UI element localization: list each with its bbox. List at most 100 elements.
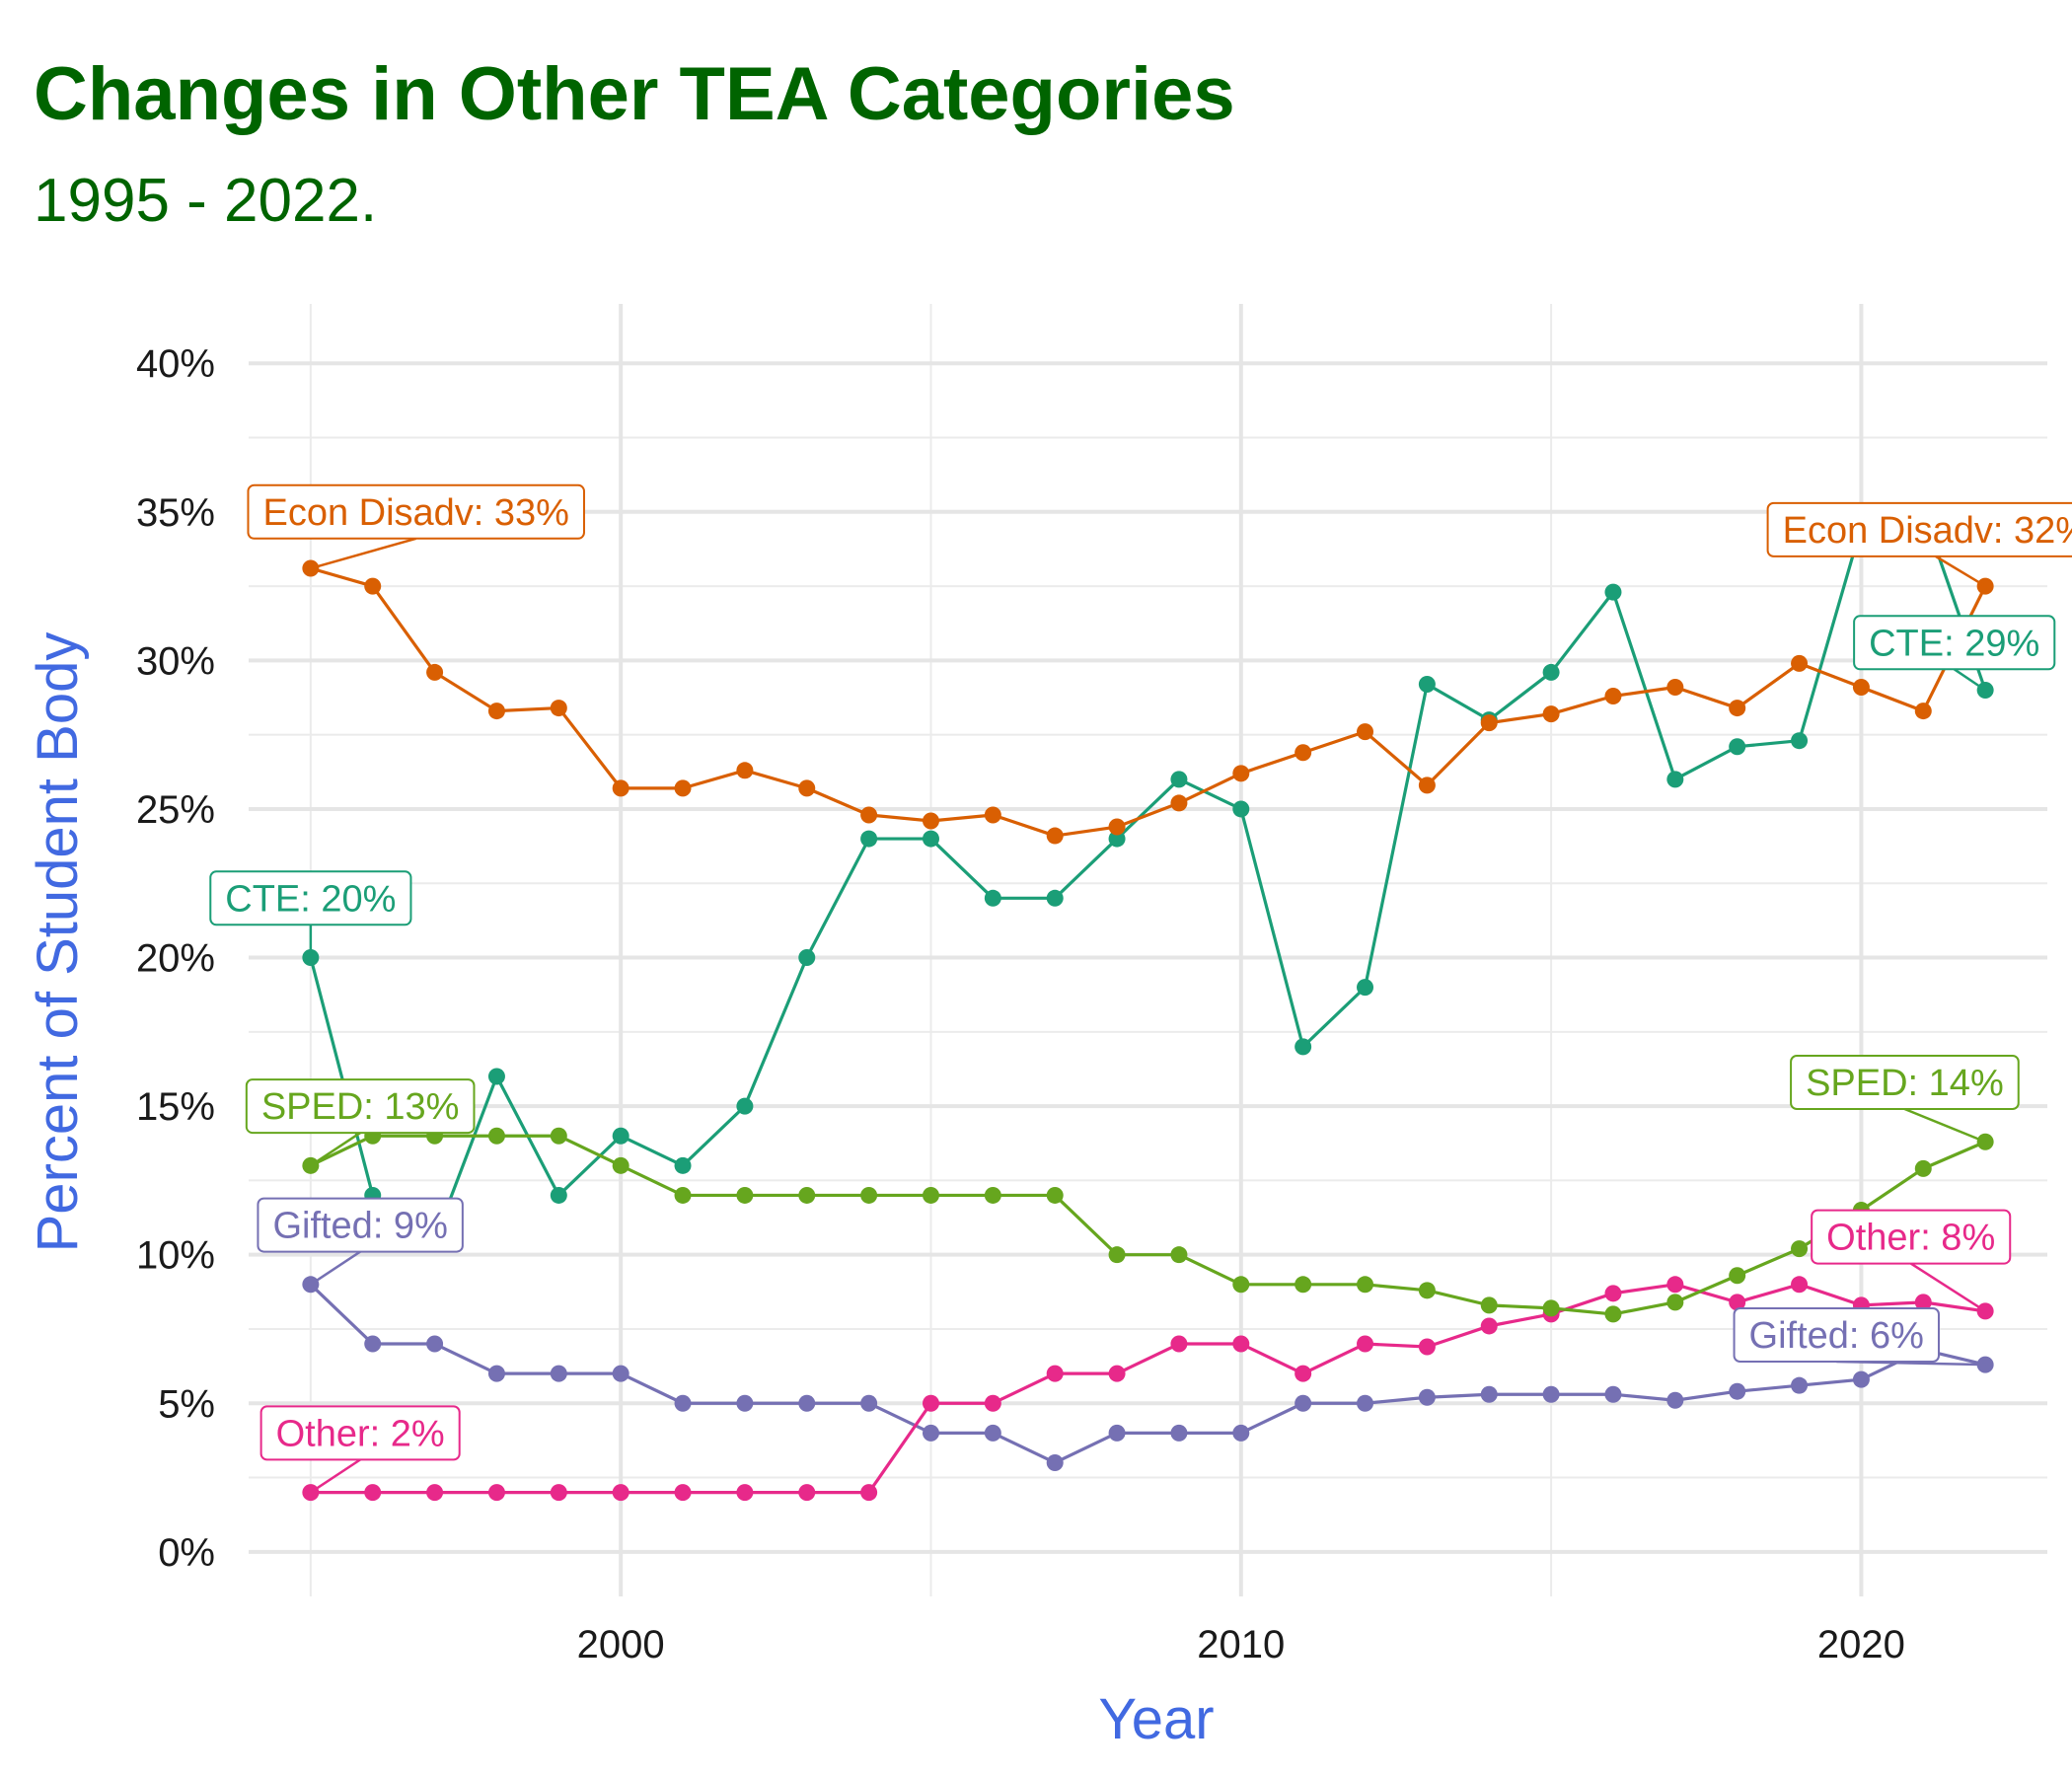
data-point (1791, 1240, 1809, 1258)
data-point (1418, 777, 1436, 794)
series-labels: CTE: 20% CTE: 29% Econ Disadv: 33% Econ Dis… (209, 483, 2072, 1494)
data-point (798, 779, 816, 797)
data-point (1542, 1385, 1560, 1403)
data-point (426, 1484, 444, 1502)
data-point (550, 1484, 567, 1502)
data-point (1046, 1365, 1064, 1382)
series-econ (302, 559, 1994, 845)
y-tick-label: 5% (158, 1382, 215, 1426)
data-point (364, 1335, 382, 1353)
data-point (1480, 1317, 1498, 1335)
data-point (1295, 1394, 1312, 1412)
series-label-box (257, 1197, 464, 1253)
data-point (1604, 1385, 1622, 1403)
data-point (736, 1097, 754, 1115)
data-point (1852, 1370, 1870, 1388)
data-point (1604, 1285, 1622, 1302)
y-tick-label: 35% (136, 491, 215, 535)
series-label-text: CTE: 20% (225, 878, 396, 920)
data-point (736, 1394, 754, 1412)
data-point (612, 1365, 629, 1382)
series-label-box (1811, 1209, 2012, 1265)
data-point (1357, 1394, 1374, 1412)
series-line (310, 566, 1987, 838)
data-point (1295, 1038, 1312, 1056)
data-point (922, 830, 939, 848)
series-label-box (1790, 1055, 2020, 1111)
label-gifted-start: Gifted: 9% (257, 1197, 464, 1253)
data-point (1666, 678, 1684, 696)
data-point (1232, 1335, 1250, 1353)
series-label-box (259, 1405, 461, 1461)
data-point (1170, 1335, 1188, 1353)
series-label-text: SPED: 13% (261, 1086, 460, 1128)
data-point (550, 700, 567, 717)
series-line (310, 1283, 1986, 1495)
data-point (1791, 654, 1809, 672)
data-point (1046, 1186, 1064, 1204)
data-point (674, 1186, 692, 1204)
data-point (1295, 1276, 1312, 1294)
data-point (487, 1127, 505, 1145)
data-point (1729, 738, 1746, 756)
data-point (984, 1424, 1001, 1442)
series-line (310, 1134, 1986, 1316)
data-point (798, 1484, 816, 1502)
data-point (1480, 714, 1498, 732)
data-point (550, 1186, 567, 1204)
label-econ-end: Econ Disadv: 32% (1766, 501, 2072, 557)
data-point (1666, 1391, 1684, 1409)
series-label-text: Econ Disadv: 33% (262, 492, 569, 534)
series-label-box (1766, 501, 2072, 557)
data-point (1357, 979, 1374, 997)
data-point (487, 1365, 505, 1382)
label-leader (1954, 668, 1986, 692)
data-point (1914, 1294, 1932, 1311)
data-point (922, 1186, 939, 1204)
y-axis-ticks: 0% 5% 10% 15% 20% 25% 30% 35% 40% (136, 342, 215, 1575)
series-label-text: Econ Disadv: 32% (1783, 510, 2072, 552)
data-point (1666, 1276, 1684, 1294)
data-point (1232, 800, 1250, 818)
data-point (1852, 678, 1870, 696)
data-point (922, 1424, 939, 1442)
x-axis-ticks: 2000 2010 2020 (577, 1623, 1905, 1666)
label-leader (310, 1250, 361, 1286)
data-point (1480, 1385, 1498, 1403)
series-label-box (247, 483, 585, 540)
data-point (1604, 583, 1622, 601)
label-leader (1910, 1262, 1986, 1312)
data-point (1046, 1453, 1064, 1471)
data-point (1108, 830, 1126, 848)
data-point (1729, 1294, 1746, 1311)
y-tick-label: 30% (136, 639, 215, 683)
data-point (426, 663, 444, 681)
data-point (1418, 1338, 1436, 1356)
data-point (1791, 732, 1809, 750)
series-label-box (209, 870, 412, 926)
data-point (1604, 688, 1622, 705)
data-point (1046, 827, 1064, 845)
y-tick-label: 40% (136, 342, 215, 386)
data-point (550, 1127, 567, 1145)
data-point (984, 889, 1001, 907)
label-econ-start: Econ Disadv: 33% (247, 483, 585, 540)
label-sped-end: SPED: 14% (1790, 1055, 2020, 1111)
chart-title: Changes in Other TEA Categories (34, 52, 1235, 136)
data-point (984, 1394, 1001, 1412)
label-leader (310, 537, 417, 570)
data-point (550, 1365, 567, 1382)
data-point (1295, 744, 1312, 762)
label-leader (310, 1132, 361, 1167)
data-point (1480, 1296, 1498, 1314)
series-label-box (1853, 615, 2056, 671)
data-point (1418, 1388, 1436, 1406)
label-leader (1935, 555, 1986, 588)
data-point (1914, 1159, 1932, 1177)
data-point (1542, 1299, 1560, 1317)
y-tick-label: 15% (136, 1085, 215, 1129)
series-label-text: CTE: 29% (1869, 623, 2039, 664)
data-point (1108, 818, 1126, 836)
series-lines (302, 503, 1994, 1502)
data-point (1108, 1246, 1126, 1264)
